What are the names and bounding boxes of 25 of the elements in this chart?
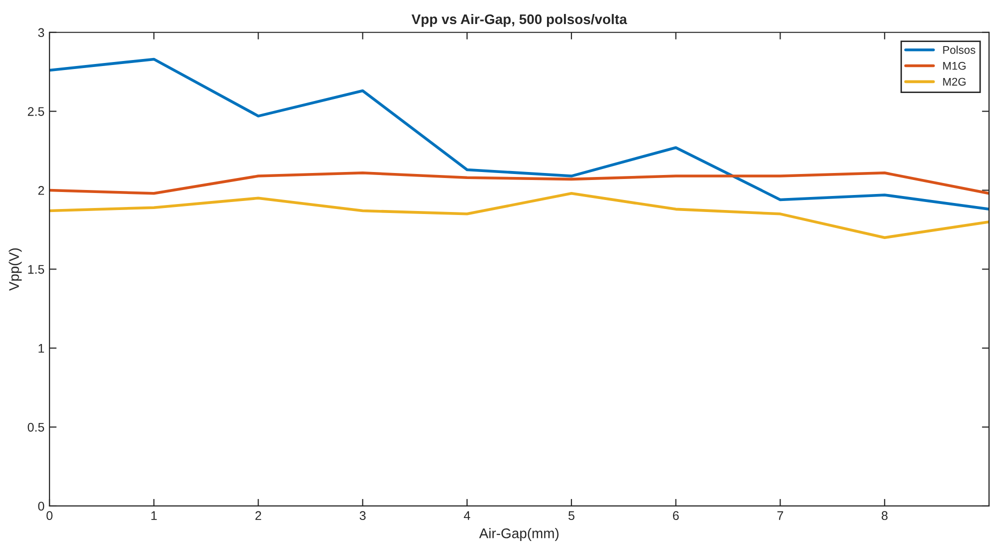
x-tick-label: 2 [255,511,262,520]
x-tick-label: 1 [151,511,157,520]
line-series [50,171,990,195]
x-tick-label: 4 [464,511,470,520]
y-tick-label: 1.5 [28,265,44,274]
y-tick-label: 2 [38,186,44,195]
x-tick-label: 5 [568,511,574,520]
legend-label: M2G [943,78,966,86]
line-series [50,58,990,211]
line-series [50,192,990,239]
y-tick-label: 0 [38,502,44,511]
chart-title: Vpp vs Air-Gap, 500 polsos/volta [412,14,628,27]
y-tick-label: 1 [38,344,44,353]
y-tick-label: 3 [38,28,44,38]
x-axis-title: Air-Gap(mm) [479,528,559,541]
x-tick-label: 7 [777,511,784,520]
legend-label: Polsos [943,46,976,54]
x-tick-label: 8 [882,511,888,520]
x-tick-label: 0 [46,511,52,520]
y-axis-title: Vpp(V) [8,248,22,291]
y-tick-label: 0.5 [28,422,44,432]
x-tick-label: 6 [673,511,679,520]
x-tick-label: 3 [360,511,366,520]
y-tick-label: 2.5 [28,107,44,116]
legend-label: M1G [943,62,966,70]
